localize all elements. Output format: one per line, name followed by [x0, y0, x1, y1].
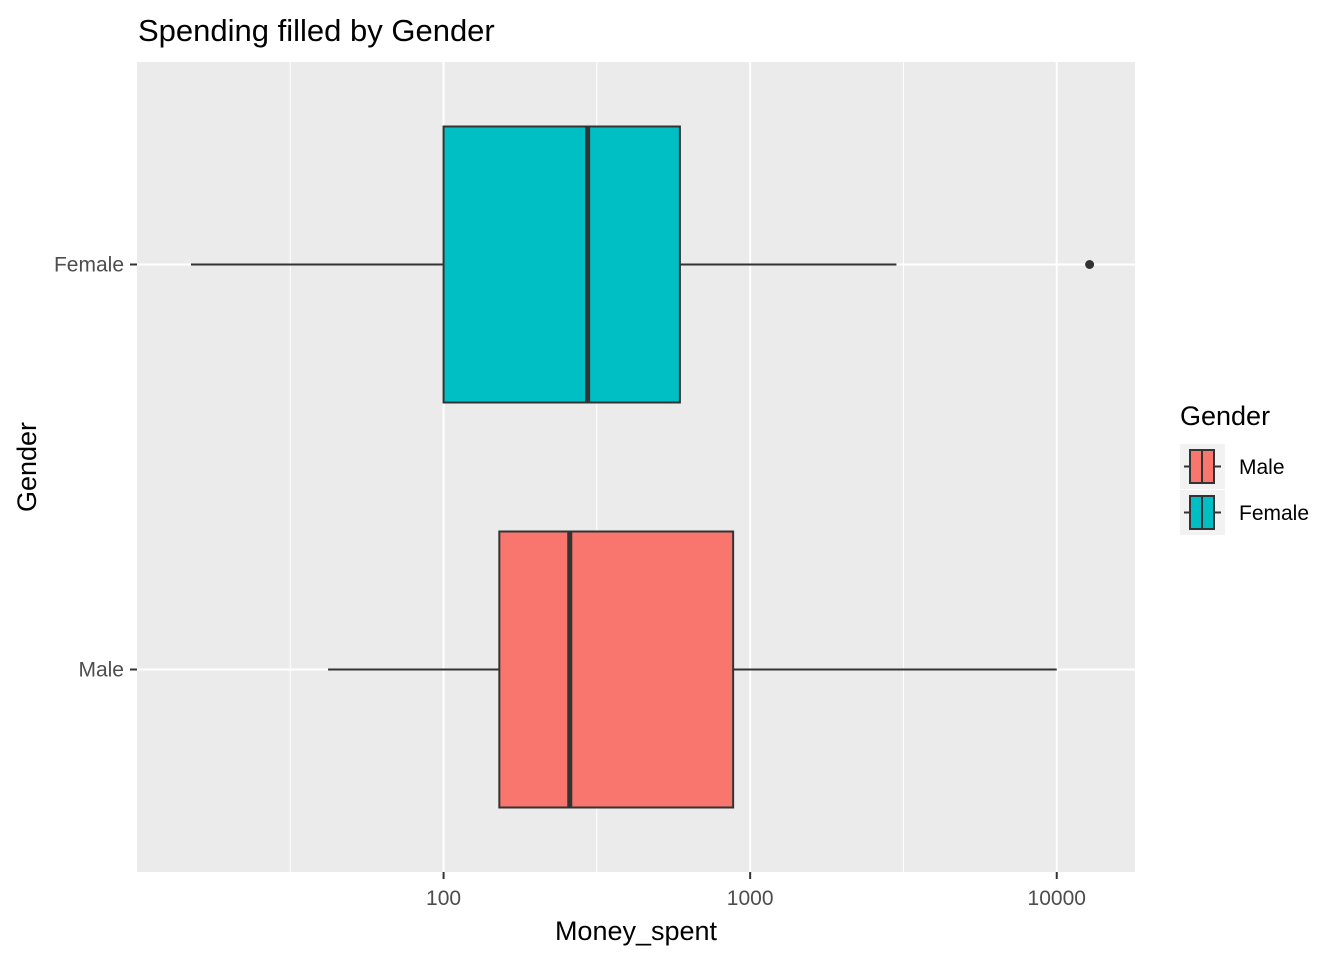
x-axis-title: Money_spent: [555, 916, 718, 946]
box-male: [328, 530, 1057, 809]
x-tick-label: 10000: [1028, 887, 1086, 910]
chart-title: Spending filled by Gender: [138, 13, 495, 48]
outlier-point: [1085, 260, 1095, 269]
interquartile-box: [498, 530, 735, 809]
y-tick-label: Male: [78, 659, 124, 682]
x-tick-label: 100: [426, 887, 461, 910]
legend: Gender Male Female: [1180, 401, 1309, 535]
legend-entry-male: Male: [1180, 444, 1285, 489]
legend-label: Female: [1239, 502, 1309, 525]
y-axis-title: Gender: [12, 422, 42, 512]
x-tick-label: 1000: [727, 887, 774, 910]
legend-title: Gender: [1180, 401, 1270, 431]
axis-layer: 100 1000 10000 Male Female: [54, 254, 1086, 911]
interquartile-box: [442, 125, 681, 404]
box-female: [190, 125, 1095, 404]
box-layer: [190, 125, 1095, 809]
legend-label: Male: [1239, 456, 1285, 479]
legend-entry-female: Female: [1180, 490, 1309, 535]
y-tick-label: Female: [54, 254, 124, 277]
